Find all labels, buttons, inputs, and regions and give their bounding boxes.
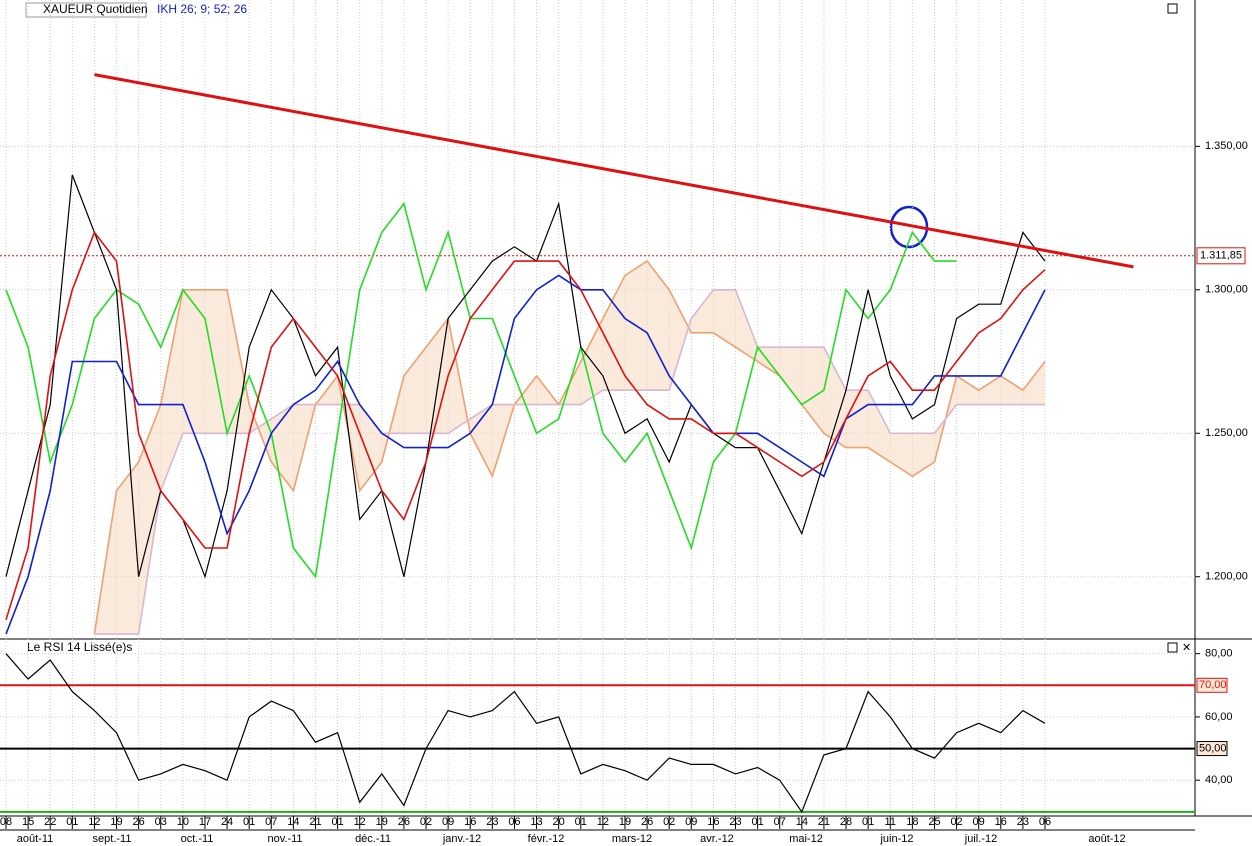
- y-tick-label: 80,00: [1205, 648, 1233, 660]
- trendline: [94, 73, 1134, 269]
- y-tick-label: 40,00: [1205, 774, 1233, 786]
- y-tick-label: 60,00: [1205, 711, 1233, 723]
- level-label: 50,00: [1199, 742, 1227, 754]
- x-tick-label: 02: [663, 816, 675, 828]
- x-tick-label: 16: [707, 816, 719, 828]
- y-tick-label: 1.350,00: [1205, 140, 1248, 152]
- x-tick-label: 16: [995, 816, 1007, 828]
- x-tick-label: 02: [950, 816, 962, 828]
- x-tick-label: 06: [508, 816, 520, 828]
- x-tick-label: 15: [22, 816, 34, 828]
- x-tick-label: 17: [199, 816, 211, 828]
- x-tick-label: 25: [928, 816, 940, 828]
- x-tick-label: 12: [597, 816, 609, 828]
- x-tick-label: 10: [177, 816, 189, 828]
- x-tick-label: 01: [331, 816, 343, 828]
- x-tick-label: 19: [619, 816, 631, 828]
- y-tick-label: 1.300,00: [1205, 284, 1248, 296]
- x-tick-label: 12: [88, 816, 100, 828]
- series-line: [94, 289, 1045, 635]
- series-line: [5, 653, 1046, 814]
- chart-title: XAUEUR Quotidien: [43, 2, 148, 16]
- rsi-title: Le RSI 14 Lissé(e)s: [27, 640, 132, 654]
- x-tick-label: 21: [309, 816, 321, 828]
- level-label-box: [1196, 741, 1228, 757]
- last-price-box: [1196, 247, 1246, 265]
- level-label: 70,00: [1199, 679, 1227, 691]
- month-label: oct.-11: [181, 833, 214, 845]
- x-tick-label: 19: [376, 816, 388, 828]
- x-tick-label: 07: [774, 816, 786, 828]
- y-tick-label: 1.250,00: [1205, 427, 1248, 439]
- x-tick-label: 23: [1017, 816, 1029, 828]
- x-tick-label: 07: [265, 816, 277, 828]
- x-tick-label: 09: [442, 816, 454, 828]
- indicator-label: IKH 26; 9; 52; 26: [157, 2, 247, 16]
- x-tick-label: 26: [398, 816, 410, 828]
- series-line: [5, 201, 957, 579]
- series-line: [5, 274, 1046, 635]
- y-tick-label: 1.200,00: [1205, 571, 1248, 583]
- x-tick-label: 09: [685, 816, 697, 828]
- x-tick-label: 01: [575, 816, 587, 828]
- x-tick-label: 14: [796, 816, 808, 828]
- x-tick-label: 20: [553, 816, 565, 828]
- maximize-button[interactable]: [1167, 3, 1178, 14]
- x-tick-label: 28: [840, 816, 852, 828]
- x-tick-label: 26: [641, 816, 653, 828]
- x-tick-label: 12: [354, 816, 366, 828]
- month-label: mars-12: [612, 833, 652, 845]
- x-tick-label: 24: [221, 816, 233, 828]
- x-tick-label: 21: [818, 816, 830, 828]
- month-label: sept.-11: [93, 833, 132, 845]
- x-tick-label: 06: [1039, 816, 1051, 828]
- month-label: avr.-12: [700, 833, 734, 845]
- close-button[interactable]: ✕: [1182, 642, 1191, 654]
- month-label: août-12: [1088, 833, 1125, 845]
- x-tick-label: 16: [464, 816, 476, 828]
- month-label: mai-12: [789, 833, 823, 845]
- month-label: févr.-12: [528, 833, 565, 845]
- x-tick-label: 08: [0, 816, 12, 828]
- x-tick-label: 01: [66, 816, 78, 828]
- title-box: [25, 2, 147, 18]
- month-label: janv.-12: [442, 833, 481, 845]
- cloud-fill: [94, 261, 1045, 635]
- last-price-label: 1.311,85: [1200, 250, 1242, 262]
- x-tick-label: 09: [973, 816, 985, 828]
- x-tick-label: 03: [155, 816, 167, 828]
- month-label: nov.-11: [267, 833, 302, 845]
- x-tick-label: 14: [287, 816, 299, 828]
- x-tick-label: 23: [729, 816, 741, 828]
- x-tick-label: 13: [530, 816, 542, 828]
- series-line: [5, 230, 1046, 621]
- x-tick-label: 26: [133, 816, 145, 828]
- level-label-box: [1196, 677, 1228, 693]
- month-label: juin-12: [879, 833, 913, 845]
- x-tick-label: 18: [906, 816, 918, 828]
- x-tick-label: 01: [751, 816, 763, 828]
- highlight-circle: [889, 205, 929, 249]
- x-tick-label: 23: [486, 816, 498, 828]
- x-tick-label: 11: [885, 816, 896, 828]
- month-label: août-11: [17, 833, 54, 845]
- x-tick-label: 19: [110, 816, 122, 828]
- month-label: juil.-12: [964, 833, 997, 845]
- x-tick-label: 01: [862, 816, 874, 828]
- x-tick-label: 22: [44, 816, 56, 828]
- x-tick-label: 02: [420, 816, 432, 828]
- maximize-button[interactable]: [1167, 642, 1178, 653]
- month-label: déc.-11: [355, 833, 391, 845]
- x-tick-label: 01: [243, 816, 255, 828]
